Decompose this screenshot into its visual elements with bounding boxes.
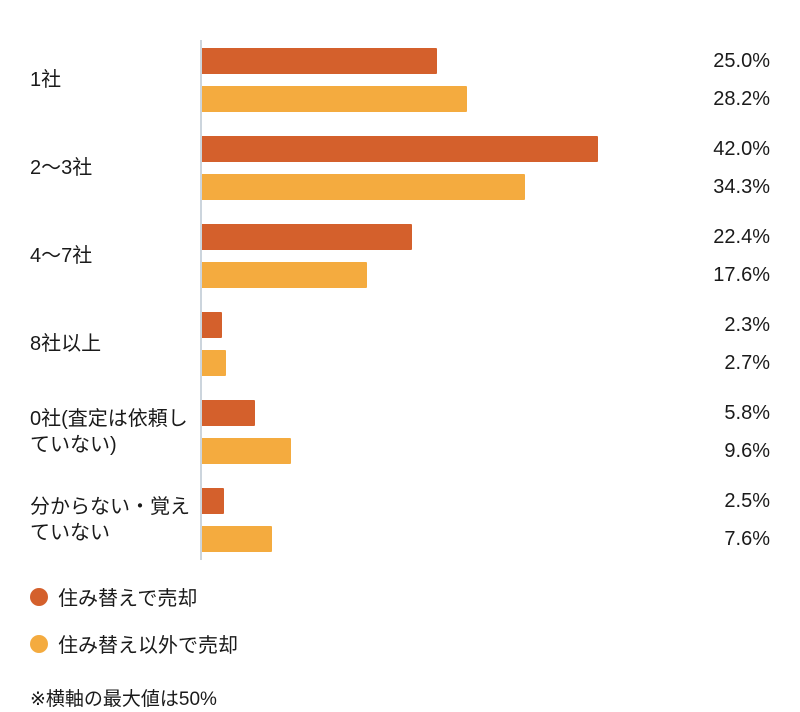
bar-series-0	[200, 224, 413, 250]
value-labels: 2.5% 7.6%	[674, 488, 800, 552]
value-label: 17.6%	[713, 264, 770, 286]
y-axis-line	[200, 40, 202, 560]
bar-series-0	[200, 48, 437, 74]
bar-group	[200, 136, 674, 200]
value-label: 5.8%	[724, 402, 770, 424]
chart-row: 2〜3社 42.0% 34.3%	[0, 136, 800, 200]
value-label: 28.2%	[713, 88, 770, 110]
category-label: 1社	[30, 69, 62, 91]
value-label: 7.6%	[724, 528, 770, 550]
bar-series-0	[200, 136, 599, 162]
category-label: 2〜3社	[30, 157, 93, 179]
value-label: 34.3%	[713, 176, 770, 198]
chart-row: 分からない・覚えていない 2.5% 7.6%	[0, 488, 800, 552]
bar-series-1	[200, 350, 226, 376]
legend-marker-1	[30, 634, 48, 653]
value-label: 2.7%	[724, 352, 770, 374]
chart-row: 1社 25.0% 28.2%	[0, 48, 800, 112]
bar-series-0	[200, 312, 222, 338]
legend: 住み替えで売却 住み替え以外で売却	[0, 582, 800, 658]
chart-row: 4〜7社 22.4% 17.6%	[0, 224, 800, 288]
legend-label-0: 住み替えで売却	[58, 588, 198, 610]
value-label: 25.0%	[713, 50, 770, 72]
legend-label-1: 住み替え以外で売却	[58, 635, 238, 657]
bar-group	[200, 400, 674, 464]
bar-series-1	[200, 526, 273, 552]
value-labels: 22.4% 17.6%	[674, 224, 800, 288]
bar-series-1	[200, 174, 526, 200]
chart-rows: 1社 25.0% 28.2% 2〜3社 42.0% 34.3% 4〜7社 22.4% 17.6%…	[0, 48, 800, 552]
value-label: 2.3%	[724, 314, 770, 336]
value-label: 42.0%	[713, 138, 770, 160]
value-label: 2.5%	[724, 490, 770, 512]
chart-row: 8社以上 2.3% 2.7%	[0, 312, 800, 376]
bar-chart: 1社 25.0% 28.2% 2〜3社 42.0% 34.3% 4〜7社 22.4% 17.6%…	[0, 40, 800, 560]
bar-series-0	[200, 488, 224, 514]
value-label: 22.4%	[713, 226, 770, 248]
bar-series-0	[200, 400, 255, 426]
value-labels: 25.0% 28.2%	[674, 48, 800, 112]
bar-group	[200, 312, 674, 376]
bar-group	[200, 224, 674, 288]
legend-marker-0	[30, 587, 48, 606]
bar-group	[200, 48, 674, 112]
value-label: 9.6%	[724, 440, 770, 462]
category-label: 8社以上	[30, 333, 102, 355]
value-labels: 5.8% 9.6%	[674, 400, 800, 464]
bar-group	[200, 488, 674, 552]
category-label: 0社(査定は依頼していない)	[30, 408, 188, 456]
category-label: 4〜7社	[30, 245, 93, 267]
value-labels: 42.0% 34.3%	[674, 136, 800, 200]
legend-item-1: 住み替え以外で売却	[30, 629, 800, 658]
footnote: ※横軸の最大値は50%	[30, 689, 217, 710]
value-labels: 2.3% 2.7%	[674, 312, 800, 376]
bar-series-1	[200, 262, 367, 288]
bar-series-1	[200, 438, 291, 464]
bar-series-1	[200, 86, 468, 112]
chart-row: 0社(査定は依頼していない) 5.8% 9.6%	[0, 400, 800, 464]
category-label: 分からない・覚えていない	[30, 496, 190, 544]
legend-item-0: 住み替えで売却	[30, 582, 800, 611]
